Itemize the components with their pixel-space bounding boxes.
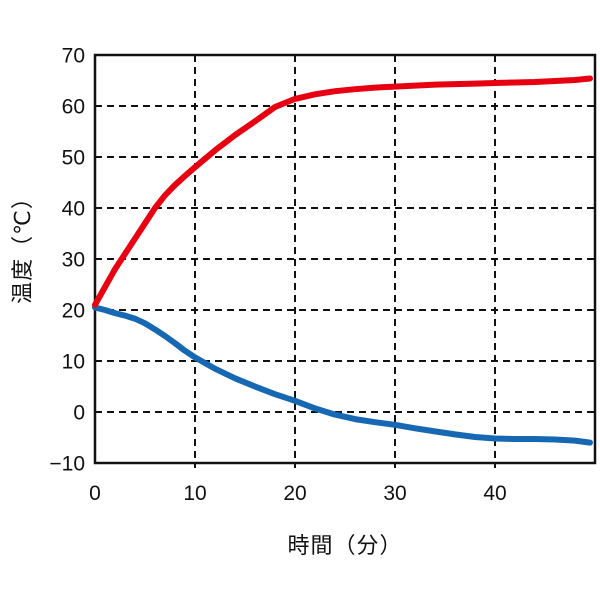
x-tick-label: 0 <box>89 482 101 505</box>
y-axis-title: 温度（℃） <box>10 186 35 304</box>
y-tick-label: 60 <box>62 95 85 118</box>
series-red-heating-line <box>92 75 593 308</box>
x-tick-label: 10 <box>183 482 206 505</box>
x-tick-label: 40 <box>483 482 506 505</box>
y-tick-label: 40 <box>62 197 85 220</box>
plot-border <box>93 53 597 465</box>
x-tick-label: 20 <box>283 482 306 505</box>
y-tick-label: −10 <box>49 452 85 475</box>
series-blue-cooling-line <box>92 304 593 446</box>
y-tick-label: 20 <box>62 299 85 322</box>
y-tick-label: 70 <box>62 44 85 67</box>
y-tick-label: 30 <box>62 248 85 271</box>
y-tick-label: 50 <box>62 146 85 169</box>
y-tick-label: 0 <box>73 401 85 424</box>
x-axis-title: 時間（分） <box>287 533 403 558</box>
y-tick-label: 10 <box>62 350 85 373</box>
x-tick-label: 30 <box>383 482 406 505</box>
